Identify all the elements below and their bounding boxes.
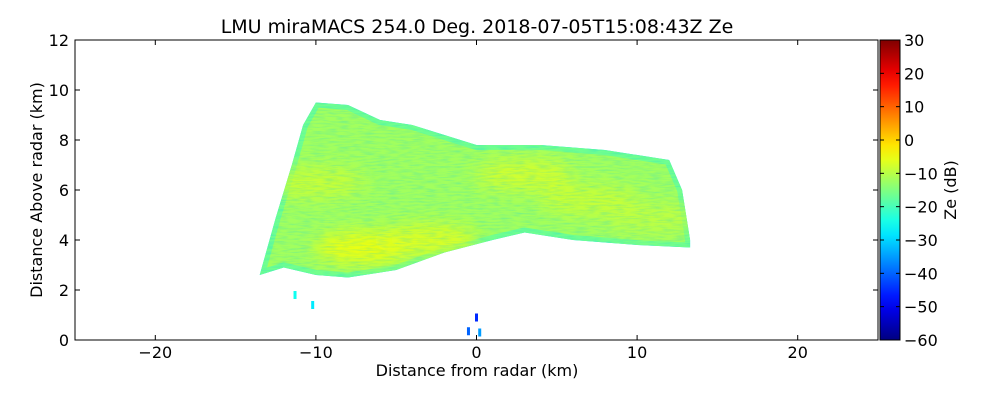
colorbar-tick-label: 10	[904, 98, 924, 117]
scattered-echo	[293, 291, 297, 299]
x-tick-label: −10	[299, 343, 333, 362]
colorbar-tick-label: −30	[904, 231, 938, 250]
y-tick-label: 4	[59, 231, 69, 250]
x-axis-ticks: −20 −10 0 10 20	[138, 40, 808, 362]
reflectivity-field	[259, 102, 691, 337]
x-tick-label: 20	[788, 343, 808, 362]
y-tick-label: 2	[59, 281, 69, 300]
colorbar-tick-label: −50	[904, 298, 938, 317]
x-axis-label: Distance from radar (km)	[376, 361, 579, 380]
scattered-echo	[475, 313, 478, 322]
chart-title: LMU miraMACS 254.0 Deg. 2018-07-05T15:08…	[221, 16, 734, 38]
colorbar-tick-label: −20	[904, 198, 938, 217]
colorbar-label: Ze (dB)	[941, 160, 960, 220]
scattered-echo	[478, 328, 482, 337]
colorbar-tick-label: 0	[904, 131, 914, 150]
colorbar-ticks: 30 20 10 0 −10 −20 −30 −40 −50 −60	[880, 31, 938, 350]
scattered-echo	[311, 301, 315, 309]
y-tick-label: 12	[49, 31, 69, 50]
y-tick-label: 10	[49, 81, 69, 100]
y-axis-label: Distance Above radar (km)	[27, 82, 46, 298]
colorbar-tick-label: −10	[904, 164, 938, 183]
colorbar-tick-label: 20	[904, 64, 924, 83]
colorbar-tick-label: 30	[904, 31, 924, 50]
y-tick-label: 0	[59, 331, 69, 350]
colorbar-tick-label: −40	[904, 264, 938, 283]
x-tick-label: −20	[138, 343, 172, 362]
echo-core	[259, 102, 691, 278]
y-axis-ticks: 0 2 4 6 8 10 12	[49, 31, 878, 350]
scattered-echo	[466, 327, 470, 336]
colorbar	[879, 39, 901, 341]
colorbar-tick-label: −60	[904, 331, 938, 350]
x-tick-label: 10	[627, 343, 647, 362]
y-tick-label: 8	[59, 131, 69, 150]
y-tick-label: 6	[59, 181, 69, 200]
x-tick-label: 0	[471, 343, 481, 362]
